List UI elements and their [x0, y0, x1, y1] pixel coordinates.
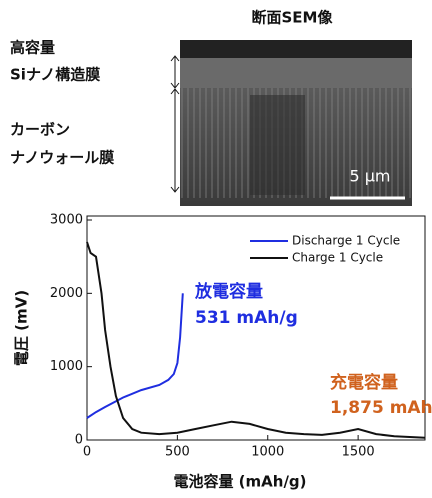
- x-tick-label: 1500: [342, 445, 375, 460]
- x-tick-label: 0: [83, 445, 91, 460]
- arrows: [171, 56, 179, 192]
- x-tick-label: 1000: [251, 445, 284, 460]
- x-tick-label: 500: [165, 445, 190, 460]
- annotation: 充電容量: [330, 372, 398, 393]
- y-axis-label: 電圧 (mV): [13, 290, 31, 366]
- legend-label: Discharge 1 Cycle: [292, 234, 400, 248]
- page: {"figure": {"title": "断面SEM像", "labels":…: [0, 0, 432, 498]
- figure: 断面SEM像 5 µm 高容量 Siナノ構造膜 カーボン ナノウォール膜 電池容…: [0, 0, 432, 498]
- label: 高容量: [10, 39, 55, 57]
- sem-title: 断面SEM像: [252, 9, 334, 27]
- y-tick-label: 2000: [50, 286, 83, 301]
- x-axis-label: 電池容量 (mAh/g): [173, 473, 306, 491]
- label: ナノウォール膜: [10, 149, 114, 167]
- annotation: 531 mAh/g: [195, 308, 298, 328]
- y-tick-label: 1000: [50, 359, 83, 374]
- legend-label: Charge 1 Cycle: [292, 251, 383, 265]
- y-tick-label: 3000: [50, 213, 83, 228]
- y-tick-label: 0: [75, 433, 83, 448]
- label: Siナノ構造膜: [10, 66, 100, 84]
- annotation: 1,875 mAh/g: [330, 398, 432, 418]
- scale-label: 5 µm: [349, 167, 390, 186]
- annotation: 放電容量: [194, 281, 263, 302]
- label: カーボン: [10, 121, 70, 139]
- series-line: [87, 293, 183, 418]
